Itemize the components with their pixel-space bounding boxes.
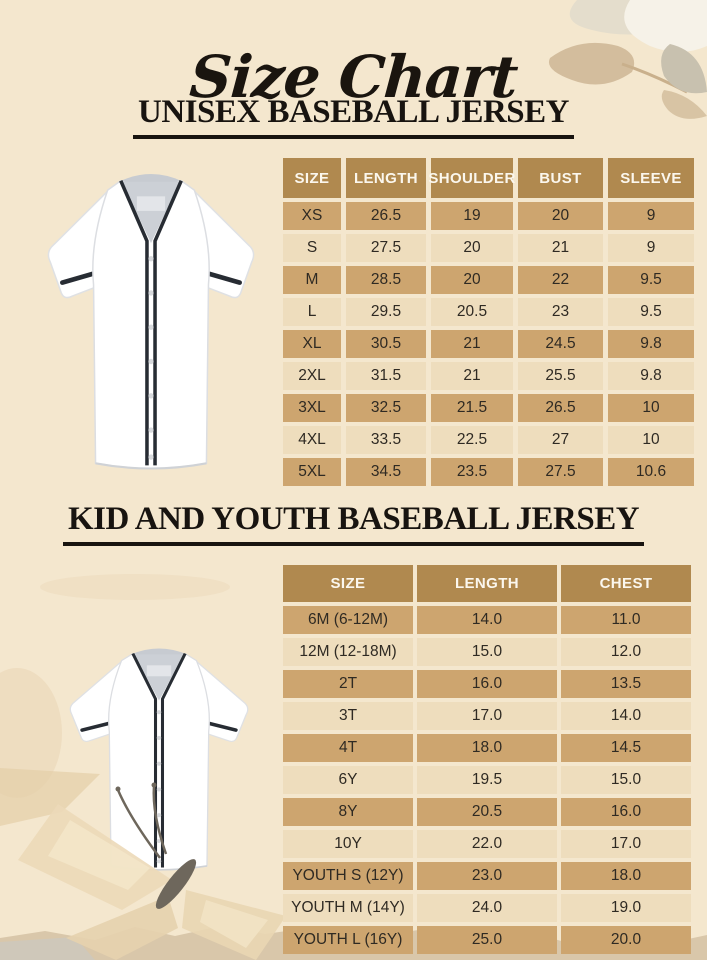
column-header-cell: SHOULDER <box>428 158 515 198</box>
size-label-cell: S <box>283 234 341 262</box>
measurement-value-cell: 12.0 <box>561 638 691 666</box>
measurement-value-cell: 20.5 <box>417 798 557 826</box>
measurement-value-cell: 25.5 <box>518 362 603 390</box>
column-header-cell: LENGTH <box>346 158 426 198</box>
measurement-value-cell: 13.5 <box>561 670 691 698</box>
measurement-value-cell: 27.5 <box>346 234 426 262</box>
measurement-value-cell: 31.5 <box>346 362 426 390</box>
measurement-value-cell: 10.6 <box>608 458 694 486</box>
measurement-value-cell: 22.0 <box>417 830 557 858</box>
size-label-cell: XL <box>283 330 341 358</box>
section-heading-kids: KID AND YOUTH BASEBALL JERSEY <box>0 501 707 547</box>
measurement-value-cell: 22.5 <box>431 426 513 454</box>
measurement-value-cell: 26.5 <box>346 202 426 230</box>
size-label-cell: 6Y <box>283 766 413 794</box>
paper-butterfly-decoration <box>0 768 286 960</box>
measurement-value-cell: 9.8 <box>608 362 694 390</box>
size-label-cell: 4T <box>283 734 413 762</box>
measurement-value-cell: 27 <box>518 426 603 454</box>
adult-jersey-image <box>25 160 277 482</box>
measurement-value-cell: 9.5 <box>608 298 694 326</box>
measurement-value-cell: 11.0 <box>561 606 691 634</box>
measurement-value-cell: 23.0 <box>417 862 557 890</box>
measurement-value-cell: 20.5 <box>431 298 513 326</box>
size-label-cell: 4XL <box>283 426 341 454</box>
size-label-cell: 12M (12-18M) <box>283 638 413 666</box>
measurement-value-cell: 25.0 <box>417 926 557 954</box>
size-label-cell: 6M (6-12M) <box>283 606 413 634</box>
column-header-cell: SIZE <box>283 565 413 602</box>
measurement-value-cell: 14.0 <box>561 702 691 730</box>
size-label-cell: 10Y <box>283 830 413 858</box>
measurement-value-cell: 23 <box>518 298 603 326</box>
kids-size-table: SIZE LENGTH CHEST 6M (6-12M) 14.0 11.0 12M (12… <box>283 565 691 954</box>
size-label-cell: 5XL <box>283 458 341 486</box>
measurement-value-cell: 15.0 <box>417 638 557 666</box>
column-header-cell: CHEST <box>561 565 691 602</box>
measurement-value-cell: 21 <box>431 362 513 390</box>
measurement-value-cell: 15.0 <box>561 766 691 794</box>
measurement-value-cell: 33.5 <box>346 426 426 454</box>
kid-jersey-image <box>50 638 268 880</box>
measurement-value-cell: 19.0 <box>561 894 691 922</box>
measurement-value-cell: 27.5 <box>518 458 603 486</box>
measurement-value-cell: 20.0 <box>561 926 691 954</box>
measurement-value-cell: 16.0 <box>561 798 691 826</box>
size-label-cell: YOUTH S (12Y) <box>283 862 413 890</box>
size-label-cell: XS <box>283 202 341 230</box>
measurement-value-cell: 16.0 <box>417 670 557 698</box>
paper-smudge-decoration <box>40 574 230 600</box>
measurement-value-cell: 14.5 <box>561 734 691 762</box>
unisex-size-table: SIZE LENGTH SHOULDER BUST SLEEVE XS 26.5 19 20 9 S… <box>283 158 694 486</box>
measurement-value-cell: 26.5 <box>518 394 603 422</box>
measurement-value-cell: 21 <box>431 330 513 358</box>
measurement-value-cell: 29.5 <box>346 298 426 326</box>
dried-leaves-decoration <box>548 0 707 119</box>
measurement-value-cell: 21.5 <box>431 394 513 422</box>
section-heading-unisex: UNISEX BASEBALL JERSEY <box>0 94 707 140</box>
column-header-cell: SIZE <box>283 158 341 198</box>
measurement-value-cell: 19.5 <box>417 766 557 794</box>
size-label-cell: 3T <box>283 702 413 730</box>
measurement-value-cell: 18.0 <box>561 862 691 890</box>
measurement-value-cell: 20 <box>431 266 513 294</box>
measurement-value-cell: 20 <box>518 202 603 230</box>
size-label-cell: YOUTH L (16Y) <box>283 926 413 954</box>
measurement-value-cell: 20 <box>431 234 513 262</box>
measurement-value-cell: 17.0 <box>417 702 557 730</box>
measurement-value-cell: 14.0 <box>417 606 557 634</box>
measurement-value-cell: 9 <box>608 234 694 262</box>
size-label-cell: 2T <box>283 670 413 698</box>
measurement-value-cell: 23.5 <box>431 458 513 486</box>
size-label-cell: YOUTH M (14Y) <box>283 894 413 922</box>
measurement-value-cell: 9 <box>608 202 694 230</box>
size-label-cell: 3XL <box>283 394 341 422</box>
measurement-value-cell: 9.5 <box>608 266 694 294</box>
column-header-cell: LENGTH <box>417 565 557 602</box>
size-label-cell: 2XL <box>283 362 341 390</box>
measurement-value-cell: 10 <box>608 394 694 422</box>
measurement-value-cell: 17.0 <box>561 830 691 858</box>
size-label-cell: 8Y <box>283 798 413 826</box>
measurement-value-cell: 9.8 <box>608 330 694 358</box>
measurement-value-cell: 28.5 <box>346 266 426 294</box>
measurement-value-cell: 22 <box>518 266 603 294</box>
measurement-value-cell: 24.5 <box>518 330 603 358</box>
measurement-value-cell: 19 <box>431 202 513 230</box>
measurement-value-cell: 32.5 <box>346 394 426 422</box>
measurement-value-cell: 34.5 <box>346 458 426 486</box>
column-header-cell: BUST <box>518 158 603 198</box>
measurement-value-cell: 24.0 <box>417 894 557 922</box>
measurement-value-cell: 18.0 <box>417 734 557 762</box>
size-label-cell: M <box>283 266 341 294</box>
measurement-value-cell: 21 <box>518 234 603 262</box>
size-label-cell: L <box>283 298 341 326</box>
measurement-value-cell: 30.5 <box>346 330 426 358</box>
measurement-value-cell: 10 <box>608 426 694 454</box>
column-header-cell: SLEEVE <box>608 158 694 198</box>
